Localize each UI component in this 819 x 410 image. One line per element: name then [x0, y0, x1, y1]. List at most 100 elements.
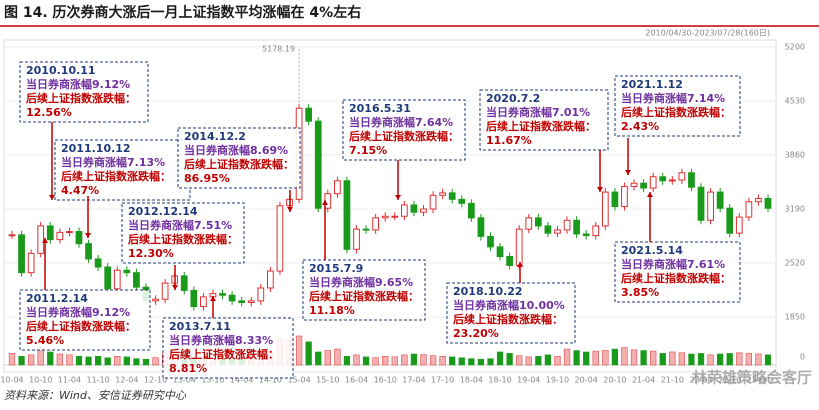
candle — [563, 219, 571, 231]
candle — [448, 192, 456, 200]
volume-bar — [669, 351, 676, 366]
volume-bar — [410, 353, 418, 366]
volume-bar — [688, 353, 695, 366]
x-tick-label: 18-10 — [488, 376, 511, 385]
annotation-gain: 当日券商涨幅7.13% — [61, 155, 165, 169]
candle — [554, 229, 561, 234]
candle — [343, 180, 351, 250]
volume-bar — [401, 354, 408, 366]
candle — [200, 296, 207, 308]
annotation-after-title: 后续上证指数涨跌幅： — [169, 347, 279, 361]
x-tick-label: 22-04 — [689, 376, 712, 385]
volume-bar — [114, 356, 121, 366]
annotation-gain: 当日券商涨幅9.65% — [309, 275, 413, 289]
candle — [688, 172, 695, 188]
candle — [726, 207, 734, 234]
x-tick-label: 11-04 — [58, 376, 81, 385]
candle — [333, 180, 341, 195]
volume-bar — [85, 356, 92, 366]
x-tick-label: 15-04 — [287, 376, 310, 385]
y2-tick-label: 0 — [800, 353, 805, 362]
candle — [525, 217, 533, 230]
candle — [85, 243, 92, 260]
candle — [27, 252, 35, 274]
volume-bar — [449, 356, 456, 366]
annotation-box — [19, 289, 151, 351]
candle — [544, 225, 552, 234]
y-tick-label: 2520 — [785, 259, 805, 268]
chart-title: 图 14. 历次券商大涨后一月上证指数平均涨幅在 4%左右 — [4, 4, 361, 21]
candle — [219, 293, 226, 296]
volume-bar — [8, 353, 16, 366]
x-tick-label: 20-04 — [575, 376, 598, 385]
candle — [276, 205, 284, 272]
x-tick-label: 16-10 — [374, 376, 397, 385]
candle — [659, 176, 667, 182]
y-tick-label: 3190 — [785, 205, 805, 214]
x-tick-label: 18-04 — [460, 376, 483, 385]
volume-bar — [28, 354, 35, 366]
volume-bar — [573, 350, 580, 366]
y-tick-label: 3860 — [785, 151, 805, 160]
candle — [649, 176, 657, 189]
candle — [104, 266, 112, 290]
volume-bar — [496, 351, 504, 366]
annotation-box — [614, 75, 741, 137]
volume-bar — [429, 355, 437, 366]
annotation-date: 2011.2.14 — [26, 292, 88, 305]
arrow-head — [647, 192, 653, 197]
x-tick-label: 10-04 — [0, 376, 23, 385]
candle — [506, 256, 513, 266]
y-tick-label: 5200 — [785, 43, 805, 52]
volume-bar — [123, 356, 130, 366]
candle — [94, 258, 102, 268]
arrow-head — [395, 195, 401, 200]
x-tick-label: 19-04 — [517, 376, 540, 385]
candle — [152, 298, 159, 302]
volume-bar — [47, 351, 54, 366]
volume-bar — [458, 357, 465, 366]
annotation-date: 2010.10.11 — [26, 64, 96, 77]
x-tick-label: 23-04 — [747, 376, 770, 385]
candle — [372, 217, 380, 231]
volume-bar — [305, 341, 312, 366]
x-tick-label: 12-10 — [144, 376, 167, 385]
volume-bar — [659, 353, 666, 366]
candle — [161, 282, 169, 300]
annotation-box — [479, 89, 609, 151]
candle — [573, 219, 580, 235]
volume-bar — [391, 356, 398, 366]
candle — [75, 231, 83, 245]
annotation-after: 8.81% — [169, 362, 207, 375]
annotation-box — [446, 282, 576, 344]
candle — [601, 191, 609, 227]
annotation-after-title: 后续上证指数涨跌幅： — [349, 129, 459, 143]
y-tick-label: 4530 — [785, 97, 805, 106]
volume-bar — [736, 352, 743, 366]
annotation-box — [19, 61, 149, 123]
volume-bar — [353, 354, 360, 366]
volume-bar — [75, 356, 83, 366]
arrow-head — [210, 296, 216, 301]
date-range: 2010/04/30-2023/07/28(160日) — [645, 29, 770, 38]
volume-bar — [544, 354, 552, 366]
candle — [46, 225, 54, 241]
volume-bar — [468, 358, 475, 366]
annotation-after-title: 后续上证指数涨跌幅： — [184, 157, 294, 171]
arrow-head — [597, 187, 603, 192]
arrow-head — [85, 233, 91, 238]
annotation-box — [302, 259, 426, 321]
annotation-box — [54, 139, 191, 201]
annotation-after: 86.95% — [184, 172, 230, 185]
annotation-after: 3.85% — [621, 286, 659, 299]
candle — [611, 191, 619, 208]
volume-bar — [420, 354, 427, 366]
candle — [66, 231, 73, 234]
y-tick-label: 1850 — [785, 313, 805, 322]
candle — [458, 198, 466, 204]
volume-bar — [630, 349, 638, 366]
volume-bar — [726, 353, 733, 366]
annotation-box — [177, 127, 301, 189]
candle — [353, 228, 360, 250]
annotation-after: 11.67% — [486, 134, 532, 147]
